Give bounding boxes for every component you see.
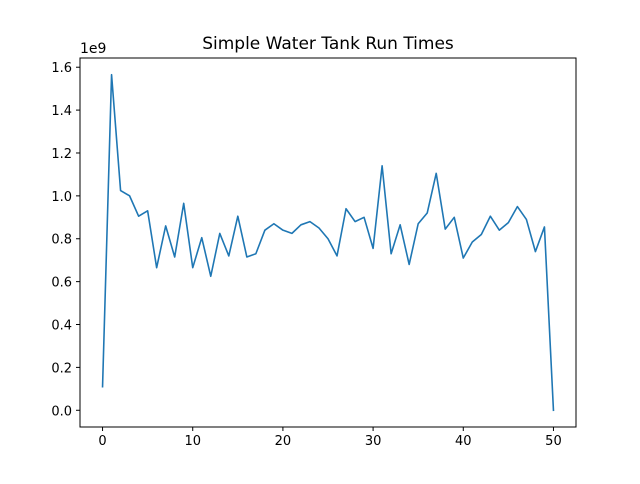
data-point bbox=[281, 229, 284, 232]
data-point bbox=[480, 233, 483, 236]
data-point bbox=[552, 409, 555, 412]
data-point bbox=[372, 247, 375, 250]
data-point bbox=[426, 212, 429, 215]
series-layer bbox=[101, 73, 555, 412]
data-point bbox=[218, 232, 221, 235]
data-point bbox=[164, 224, 167, 227]
data-point bbox=[146, 209, 149, 212]
data-point bbox=[128, 194, 131, 197]
data-point bbox=[182, 202, 185, 205]
data-point bbox=[507, 221, 510, 224]
data-point bbox=[381, 164, 384, 167]
x-tick-label: 50 bbox=[545, 434, 562, 449]
data-point bbox=[173, 255, 176, 258]
data-point bbox=[263, 229, 266, 232]
data-point bbox=[543, 225, 546, 228]
y-tick-label: 0.0 bbox=[51, 404, 72, 419]
data-point bbox=[317, 227, 320, 230]
data-point bbox=[435, 172, 438, 175]
data-point bbox=[200, 236, 203, 239]
chart-title: Simple Water Tank Run Times bbox=[202, 34, 454, 54]
axes-layer: 0 10 20 30 40 50 0.0 0.2 0.4 0.6 0.8 1.0 1.2 1.4 1.6 bbox=[51, 57, 577, 449]
y-tick-label: 0.2 bbox=[51, 361, 72, 376]
data-point bbox=[327, 237, 330, 240]
y-tick-label: 0.8 bbox=[51, 233, 72, 248]
data-point bbox=[245, 255, 248, 258]
x-tick-label: 40 bbox=[455, 434, 472, 449]
data-point bbox=[462, 257, 465, 260]
data-point bbox=[390, 252, 393, 255]
x-tick-label: 30 bbox=[365, 434, 382, 449]
data-point bbox=[345, 207, 348, 210]
data-point bbox=[363, 216, 366, 219]
data-point bbox=[399, 223, 402, 226]
data-point bbox=[534, 250, 537, 253]
data-point bbox=[336, 254, 339, 257]
y-tick-label: 1.0 bbox=[51, 190, 72, 205]
data-point bbox=[254, 252, 257, 255]
data-point bbox=[525, 218, 528, 221]
y-axis-scale-label: 1e9 bbox=[80, 41, 106, 57]
x-tick-label: 0 bbox=[98, 434, 106, 449]
y-tick-label: 1.2 bbox=[51, 147, 72, 162]
data-point bbox=[299, 223, 302, 226]
data-point bbox=[101, 385, 104, 388]
data-point bbox=[110, 73, 113, 76]
data-point bbox=[236, 215, 239, 218]
data-point bbox=[498, 229, 501, 232]
plot-frame bbox=[79, 57, 577, 428]
series-line-0 bbox=[101, 73, 555, 412]
data-point bbox=[408, 263, 411, 266]
data-point bbox=[290, 232, 293, 235]
data-point bbox=[272, 222, 275, 225]
x-tick-label: 20 bbox=[275, 434, 292, 449]
data-point bbox=[417, 222, 420, 225]
y-tick-label: 0.6 bbox=[51, 276, 72, 291]
y-tick-label: 1.4 bbox=[51, 104, 72, 119]
data-point bbox=[119, 189, 122, 192]
data-point bbox=[471, 240, 474, 243]
data-point bbox=[489, 215, 492, 218]
data-point bbox=[155, 266, 158, 269]
data-point bbox=[137, 215, 140, 218]
data-point bbox=[516, 205, 519, 208]
data-point bbox=[227, 254, 230, 257]
data-point bbox=[191, 266, 194, 269]
data-point bbox=[354, 220, 357, 223]
y-tick-label: 1.6 bbox=[51, 61, 72, 76]
data-point bbox=[209, 275, 212, 278]
x-tick-label: 10 bbox=[184, 434, 201, 449]
data-point bbox=[308, 220, 311, 223]
data-point bbox=[453, 216, 456, 219]
y-tick-label: 0.4 bbox=[51, 319, 72, 334]
data-point bbox=[444, 228, 447, 231]
